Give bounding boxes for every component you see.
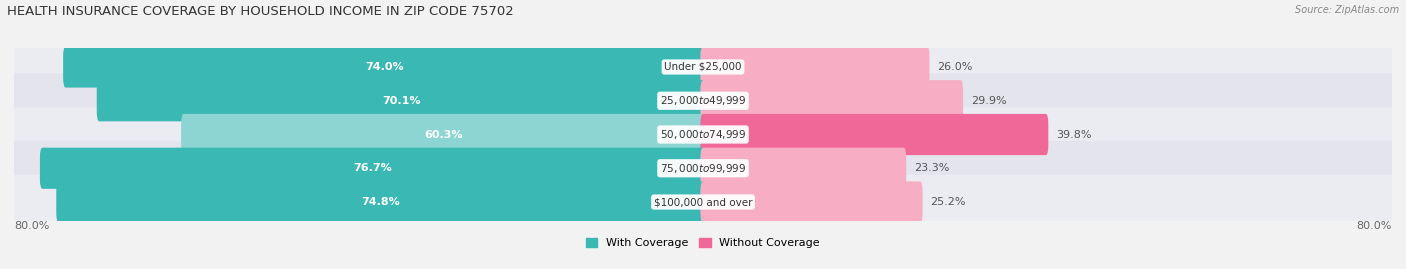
Text: 74.8%: 74.8% xyxy=(361,197,401,207)
Text: Source: ZipAtlas.com: Source: ZipAtlas.com xyxy=(1295,5,1399,15)
Text: 26.0%: 26.0% xyxy=(938,62,973,72)
Text: 80.0%: 80.0% xyxy=(14,221,49,231)
Text: $75,000 to $99,999: $75,000 to $99,999 xyxy=(659,162,747,175)
FancyBboxPatch shape xyxy=(700,148,907,189)
FancyBboxPatch shape xyxy=(10,40,1396,94)
FancyBboxPatch shape xyxy=(700,181,922,223)
Text: 60.3%: 60.3% xyxy=(425,129,463,140)
Text: Under $25,000: Under $25,000 xyxy=(664,62,742,72)
Text: 80.0%: 80.0% xyxy=(1357,221,1392,231)
Text: 29.9%: 29.9% xyxy=(970,96,1007,106)
Text: 39.8%: 39.8% xyxy=(1056,129,1091,140)
FancyBboxPatch shape xyxy=(56,181,706,223)
FancyBboxPatch shape xyxy=(10,73,1396,128)
FancyBboxPatch shape xyxy=(10,107,1396,162)
Text: 23.3%: 23.3% xyxy=(914,163,949,173)
Text: 25.2%: 25.2% xyxy=(931,197,966,207)
Text: $100,000 and over: $100,000 and over xyxy=(654,197,752,207)
Text: $25,000 to $49,999: $25,000 to $49,999 xyxy=(659,94,747,107)
FancyBboxPatch shape xyxy=(10,175,1396,229)
FancyBboxPatch shape xyxy=(97,80,706,121)
Text: 76.7%: 76.7% xyxy=(353,163,392,173)
FancyBboxPatch shape xyxy=(39,148,706,189)
FancyBboxPatch shape xyxy=(700,46,929,88)
Text: 74.0%: 74.0% xyxy=(366,62,404,72)
FancyBboxPatch shape xyxy=(10,141,1396,196)
FancyBboxPatch shape xyxy=(63,46,706,88)
Legend: With Coverage, Without Coverage: With Coverage, Without Coverage xyxy=(582,233,824,253)
Text: $50,000 to $74,999: $50,000 to $74,999 xyxy=(659,128,747,141)
FancyBboxPatch shape xyxy=(700,114,1049,155)
Text: HEALTH INSURANCE COVERAGE BY HOUSEHOLD INCOME IN ZIP CODE 75702: HEALTH INSURANCE COVERAGE BY HOUSEHOLD I… xyxy=(7,5,513,18)
Text: 70.1%: 70.1% xyxy=(382,96,420,106)
FancyBboxPatch shape xyxy=(181,114,706,155)
FancyBboxPatch shape xyxy=(700,80,963,121)
